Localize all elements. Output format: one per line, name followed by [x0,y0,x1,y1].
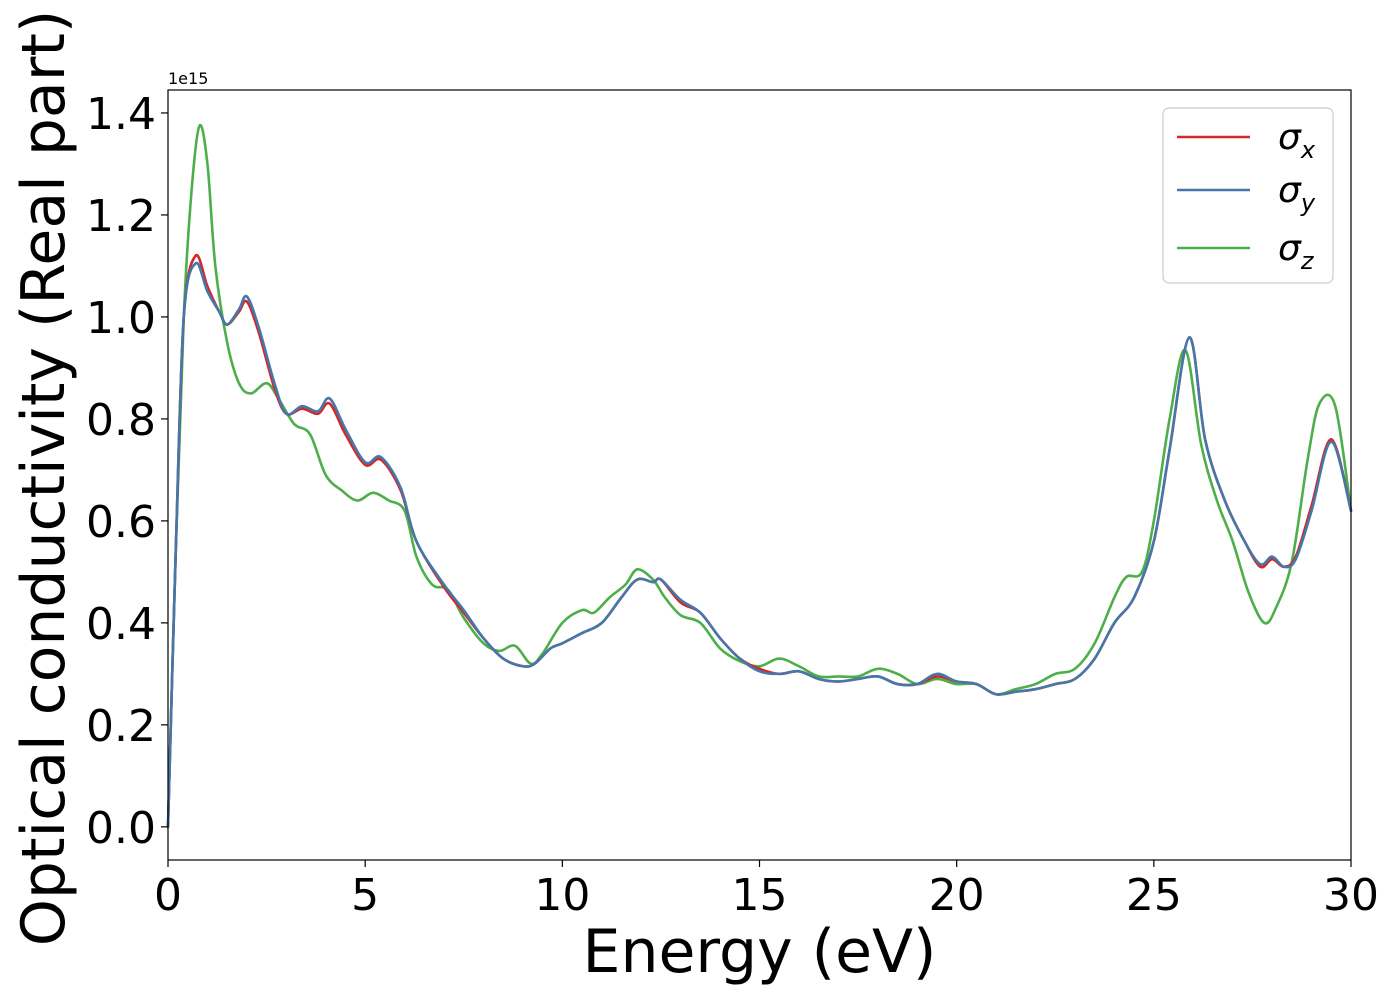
legend-box [1162,107,1334,284]
x-tick-label: 5 [351,870,379,921]
series-line-z [166,123,1353,829]
y-tick-label: 0.6 [86,497,156,548]
series-layer [166,123,1353,829]
y-tick-label: 0.4 [86,599,156,650]
y-tick-label: 0.2 [86,701,156,752]
y-tick-label: 1.0 [86,293,156,344]
y-tick-label: 1.4 [86,89,156,140]
y-offset-label: 1e15 [168,69,208,88]
x-tick-label: 15 [732,870,788,921]
x-axis-title: Energy (eV) [583,917,937,987]
x-tick-label: 10 [534,870,590,921]
x-tick-label: 0 [154,870,182,921]
legend-label-y: σy [1278,170,1316,217]
plot-background [168,90,1351,860]
y-tick-label: 0.0 [86,803,156,854]
y-tick-label: 0.8 [86,395,156,446]
y-axis-ticks: 0.0 0.2 0.4 0.6 0.8 1.0 1.2 1.4 [86,89,168,854]
y-tick-label: 1.2 [86,191,156,242]
x-tick-label: 30 [1323,870,1379,921]
y-axis-title: Optical conductivity (Real part) [9,10,79,947]
series-line-y [166,261,1353,829]
x-tick-label: 25 [1126,870,1182,921]
x-tick-label: 20 [929,870,985,921]
x-axis-ticks: 0 5 10 15 20 25 30 [154,860,1379,921]
